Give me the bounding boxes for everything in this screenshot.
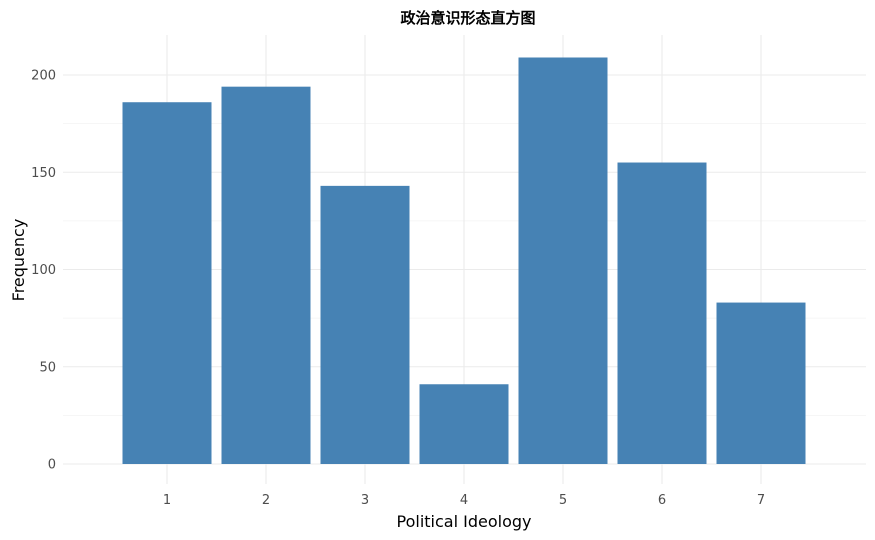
bar-5	[518, 57, 608, 465]
bars	[122, 57, 806, 465]
y-axis-ticks: 0 50 100 150 200	[31, 69, 56, 473]
y-tick-label: 50	[39, 360, 56, 375]
y-tick-label: 150	[31, 166, 56, 181]
x-tick-label: 3	[361, 493, 369, 508]
bar-6	[617, 162, 707, 464]
y-tick-label: 200	[31, 69, 56, 84]
x-axis-ticks: 1 2 3 4 5 6 7	[163, 493, 765, 508]
bar-2	[221, 86, 311, 465]
bar-1	[122, 102, 212, 464]
chart-title: 政治意识形态直方图	[400, 9, 535, 27]
x-tick-label: 6	[658, 493, 666, 508]
x-tick-label: 5	[559, 493, 567, 508]
x-tick-label: 7	[757, 493, 765, 508]
x-tick-label: 1	[163, 493, 171, 508]
y-tick-label: 0	[48, 458, 56, 473]
bar-7	[716, 302, 806, 464]
x-tick-label: 4	[460, 493, 468, 508]
x-tick-label: 2	[262, 493, 270, 508]
y-tick-label: 100	[31, 263, 56, 278]
y-axis-title: Frequency	[9, 219, 28, 302]
bar-4	[419, 384, 509, 464]
bar-3	[320, 185, 410, 465]
x-axis-title: Political Ideology	[397, 512, 532, 531]
